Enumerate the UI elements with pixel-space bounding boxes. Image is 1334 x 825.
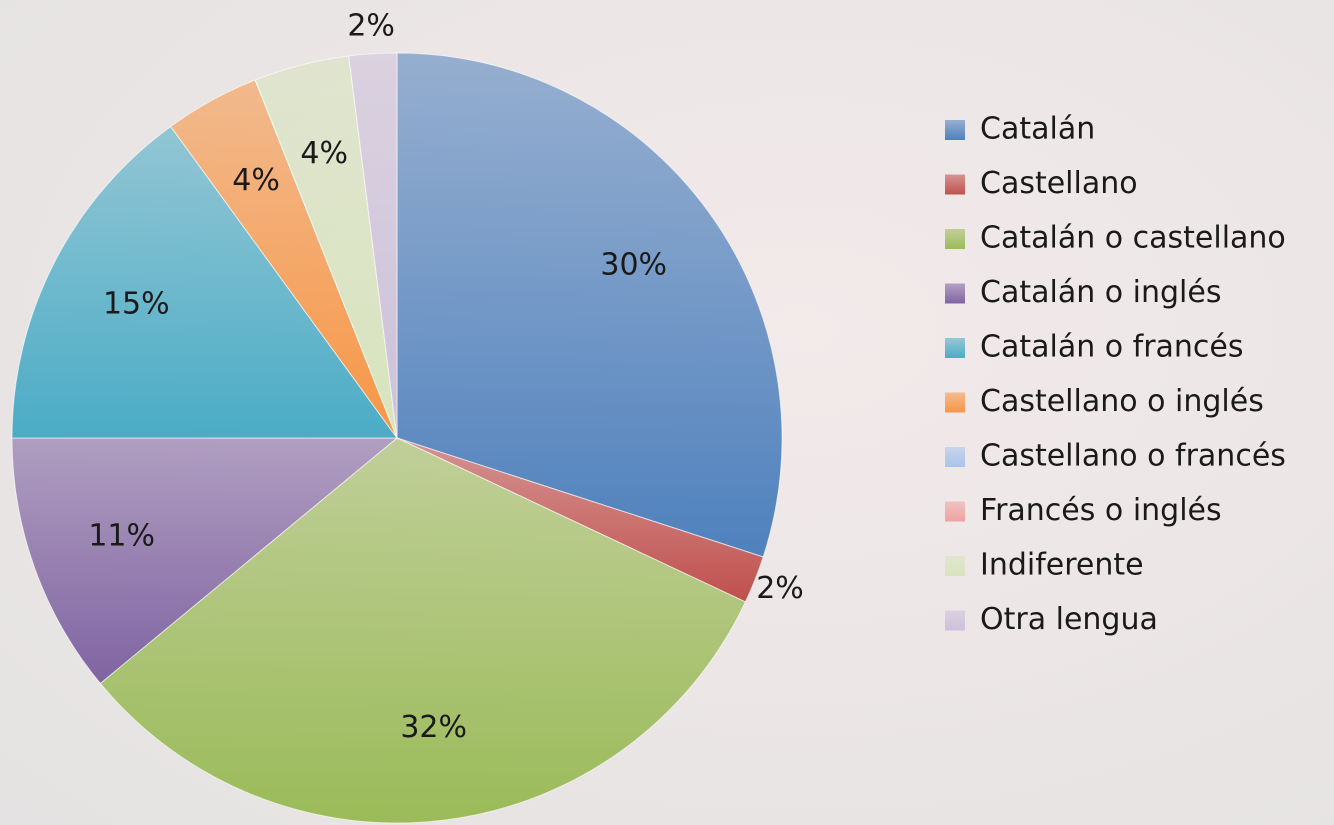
pie-slice [396,52,783,558]
legend-label: Francés o inglés [980,493,1222,528]
legend-swatch [945,447,965,467]
data-label: 15% [103,287,170,322]
pie-slice [348,52,398,439]
legend-swatch [945,174,965,195]
legend-swatch [945,610,965,631]
data-label: 2% [756,571,804,606]
legend-label: Indiferente [980,548,1144,583]
data-label: 4% [300,136,348,171]
data-label: 2% [347,8,395,43]
data-label: 30% [600,248,667,283]
pie-slice [11,125,398,439]
legend-swatch [945,501,965,522]
legend-label: Catalán [980,112,1095,147]
legend-label: Castellano o francés [980,439,1286,474]
legend-label: Otra lengua [980,602,1158,637]
legend-swatch [945,283,965,304]
legend-swatch [945,120,965,140]
legend-swatch [945,556,965,576]
legend-swatch [945,392,965,413]
data-label: 4% [232,163,280,198]
pie-slice [11,437,399,685]
legend-label: Castellano [980,166,1138,201]
pie-slice [99,437,747,824]
legend-swatch [945,229,965,249]
legend-swatch [945,338,965,358]
legend-label: Castellano o inglés [980,384,1264,419]
data-label: 32% [400,710,467,745]
legend-label: Catalán o inglés [980,275,1221,310]
legend-label: Catalán o castellano [980,221,1286,256]
data-label: 11% [88,519,155,554]
legend-label: Catalán o francés [980,330,1244,365]
